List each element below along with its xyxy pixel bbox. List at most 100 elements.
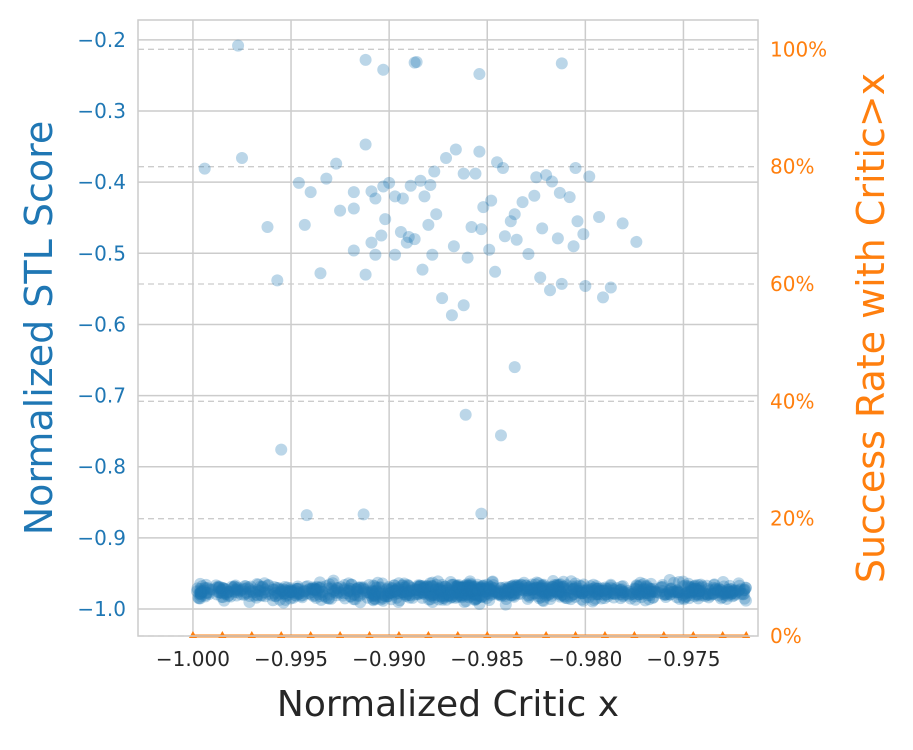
- scatter-point: [501, 587, 514, 600]
- scatter-point: [374, 593, 387, 606]
- scatter-point: [441, 587, 454, 600]
- scatter-point: [440, 151, 453, 164]
- scatter-point: [551, 579, 564, 592]
- scatter-point: [243, 583, 256, 596]
- scatter-point: [195, 585, 208, 598]
- scatter-point: [477, 579, 490, 592]
- scatter-point: [593, 584, 606, 597]
- scatter-point: [277, 596, 290, 609]
- scatter-point: [198, 162, 211, 175]
- scatter-point: [309, 582, 322, 595]
- scatter-point: [404, 179, 417, 192]
- scatter-point: [634, 576, 647, 589]
- scatter-point: [637, 583, 650, 596]
- scatter-point: [459, 589, 472, 602]
- scatter-point: [222, 590, 235, 603]
- scatter-point: [357, 585, 370, 598]
- scatter-point: [400, 589, 413, 602]
- scatter-point: [548, 584, 561, 597]
- scatter-point: [455, 591, 468, 604]
- scatter-point: [629, 582, 642, 595]
- scatter-point: [461, 581, 474, 594]
- scatter-point: [495, 589, 508, 602]
- scatter-point: [590, 580, 603, 593]
- scatter-point: [474, 583, 487, 596]
- scatter-point: [344, 590, 357, 603]
- scatter-point: [426, 595, 439, 608]
- scatter-point: [354, 596, 367, 609]
- scatter-point: [537, 579, 550, 592]
- scatter-point: [465, 584, 478, 597]
- scatter-point: [385, 593, 398, 606]
- scatter-point: [668, 585, 681, 598]
- scatter-point: [421, 579, 434, 592]
- scatter-point: [536, 579, 549, 592]
- scatter-point: [254, 584, 267, 597]
- scatter-point: [646, 585, 659, 598]
- scatter-point: [310, 583, 323, 596]
- scatter-point: [487, 585, 500, 598]
- scatter-point: [702, 591, 715, 604]
- scatter-point: [567, 588, 580, 601]
- scatter-point: [569, 161, 582, 174]
- scatter-point: [439, 580, 452, 593]
- scatter-point: [310, 580, 323, 593]
- scatter-point: [377, 63, 390, 76]
- scatter-point: [436, 593, 449, 606]
- scatter-point: [210, 581, 223, 594]
- scatter-point: [690, 588, 703, 601]
- scatter-point: [588, 585, 601, 598]
- scatter-point: [498, 584, 511, 597]
- scatter-point: [430, 578, 443, 591]
- scatter-point: [626, 588, 639, 601]
- scatter-point: [200, 578, 213, 591]
- scatter-point: [299, 580, 312, 593]
- scatter-point: [194, 586, 207, 599]
- scatter-point: [198, 584, 211, 597]
- scatter-point: [238, 580, 251, 593]
- scatter-point: [557, 580, 570, 593]
- scatter-point: [654, 581, 667, 594]
- scatter-point: [350, 583, 363, 596]
- scatter-point: [193, 587, 206, 600]
- scatter-point: [684, 581, 697, 594]
- scatter-point: [426, 248, 439, 261]
- scatter-point: [570, 580, 583, 593]
- scatter-point: [390, 591, 403, 604]
- scatter-point: [379, 213, 392, 226]
- scatter-point: [606, 583, 619, 596]
- scatter-point: [616, 590, 629, 603]
- scatter-point: [473, 598, 486, 611]
- scatter-point: [330, 589, 343, 602]
- scatter-point: [220, 586, 233, 599]
- scatter-point: [544, 585, 557, 598]
- scatter-point: [481, 578, 494, 591]
- scatter-point: [673, 588, 686, 601]
- scatter-point: [291, 580, 304, 593]
- scatter-point: [545, 581, 558, 594]
- scatter-point: [537, 594, 550, 607]
- scatter-point: [397, 586, 410, 599]
- scatter-point: [449, 585, 462, 598]
- scatter-point: [552, 586, 565, 599]
- scatter-point: [639, 580, 652, 593]
- scatter-point: [456, 581, 469, 594]
- scatter-point: [465, 582, 478, 595]
- scatter-point: [564, 586, 577, 599]
- scatter-point: [725, 583, 738, 596]
- scatter-point: [598, 589, 611, 602]
- scatter-point: [436, 591, 449, 604]
- scatter-point: [440, 593, 453, 606]
- scatter-point: [320, 172, 333, 185]
- scatter-point: [338, 583, 351, 596]
- scatter-point: [210, 588, 223, 601]
- scatter-point: [625, 586, 638, 599]
- scatter-point: [471, 585, 484, 598]
- scatter-point: [417, 581, 430, 594]
- scatter-point: [330, 157, 343, 170]
- scatter-point: [247, 586, 260, 599]
- scatter-point: [443, 588, 456, 601]
- scatter-point: [555, 586, 568, 599]
- scatter-point: [698, 587, 711, 600]
- scatter-point: [217, 582, 230, 595]
